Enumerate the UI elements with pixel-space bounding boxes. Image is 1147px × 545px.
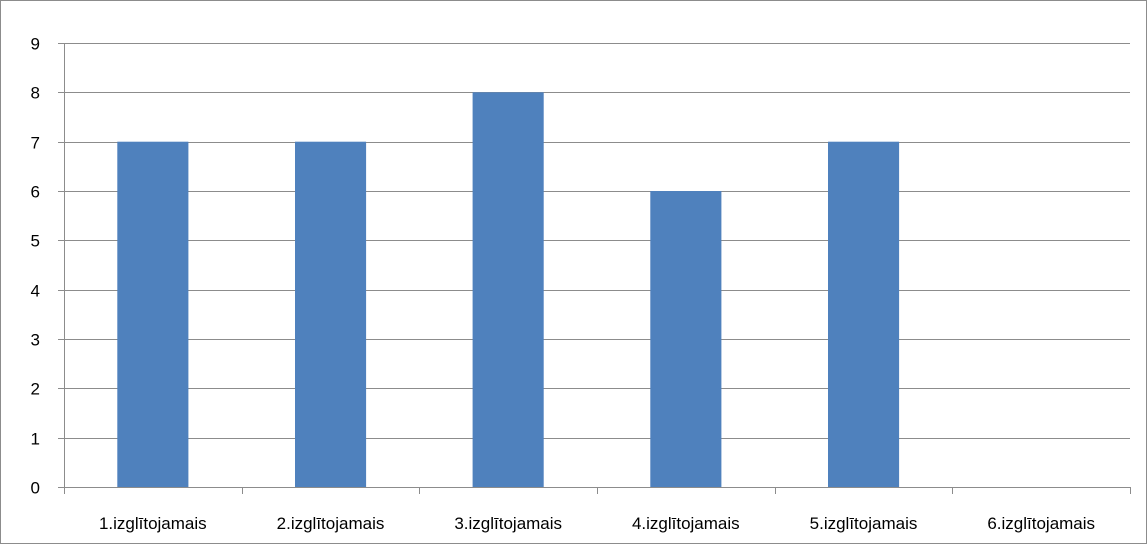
y-tick-label: 7 (31, 134, 40, 153)
y-tick-label: 8 (31, 84, 40, 103)
y-tick-label: 1 (31, 430, 40, 449)
y-tick-label: 9 (31, 35, 40, 54)
x-tick-label: 3.izglītojamais (454, 514, 562, 533)
bar-1 (117, 141, 189, 487)
y-tick-label: 5 (31, 232, 40, 251)
x-tick-label: 2.izglītojamais (277, 514, 385, 533)
gridlines (64, 43, 1130, 439)
x-tick-label: 6.izglītojamais (987, 514, 1095, 533)
bar-3 (472, 92, 544, 488)
y-tick-labels: 0 1 2 3 4 5 6 7 8 9 (31, 35, 40, 498)
x-tick-label: 5.izglītojamais (810, 514, 918, 533)
bar-5 (828, 141, 900, 487)
axes (58, 43, 1131, 494)
bars (117, 92, 900, 488)
x-tick-labels: 1.izglītojamais 2.izglītojamais 3.izglītoj… (99, 514, 1095, 533)
x-tick-label: 4.izglītojamais (632, 514, 740, 533)
y-tick-label: 2 (31, 380, 40, 399)
y-tick-label: 3 (31, 331, 40, 350)
bar-4 (650, 191, 722, 487)
y-tick-label: 6 (31, 183, 40, 202)
x-tick-label: 1.izglītojamais (99, 514, 207, 533)
bar-2 (295, 141, 367, 487)
y-tick-label: 4 (31, 282, 40, 301)
y-tick-label: 0 (31, 479, 40, 498)
